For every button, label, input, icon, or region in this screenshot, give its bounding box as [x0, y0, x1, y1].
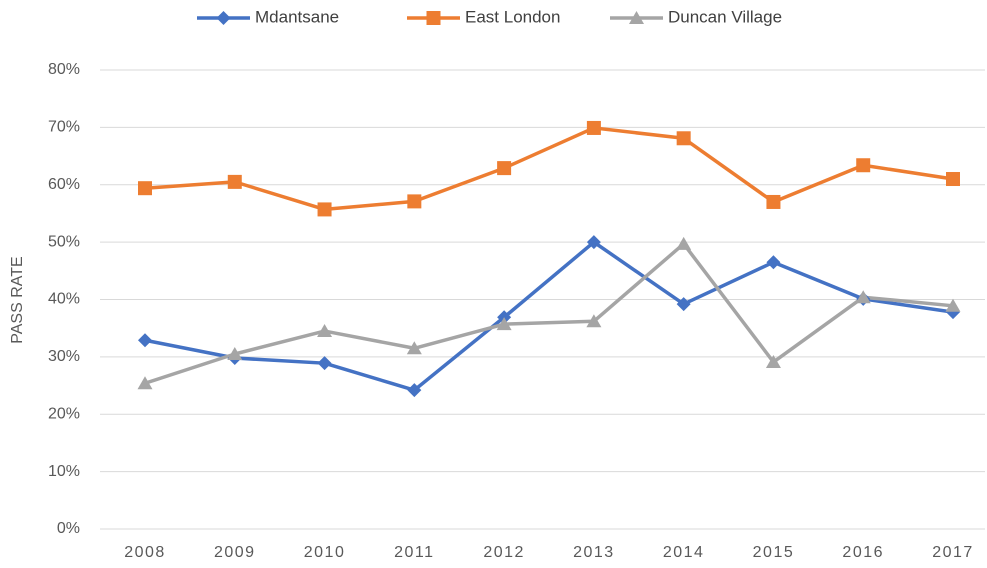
data-point	[138, 333, 152, 348]
x-tick-label: 2011	[394, 544, 434, 561]
y-tick-label: 40%	[48, 291, 80, 308]
data-point	[406, 341, 422, 355]
y-tick-label: 70%	[48, 119, 80, 136]
x-tick-label: 2013	[573, 544, 615, 561]
data-point	[586, 314, 602, 328]
legend-marker	[629, 11, 644, 24]
y-tick-label: 60%	[48, 176, 80, 193]
x-tick-label: 2012	[483, 544, 525, 561]
data-point	[676, 131, 691, 146]
legend-label: Duncan Village	[668, 7, 782, 26]
x-tick-label: 2015	[753, 544, 795, 561]
data-point	[138, 181, 152, 196]
data-point	[586, 235, 601, 250]
data-point	[137, 376, 153, 390]
data-point	[407, 194, 422, 209]
series-line	[144, 240, 954, 392]
data-point	[765, 355, 781, 369]
x-tick-label: 2008	[124, 544, 166, 561]
y-axis-label: PASS RATE	[9, 256, 26, 343]
data-point	[856, 158, 871, 173]
y-tick-label: 80%	[48, 61, 80, 78]
data-point	[766, 255, 781, 270]
legend-label: East London	[465, 7, 560, 26]
data-point	[676, 236, 692, 250]
x-tick-label: 2009	[214, 544, 256, 561]
x-tick-label: 2010	[304, 544, 346, 561]
data-point	[407, 383, 422, 398]
data-point	[945, 298, 961, 312]
data-point	[227, 174, 242, 189]
series-line	[144, 126, 954, 212]
data-point	[317, 356, 332, 371]
data-point	[586, 120, 601, 135]
x-tick-label: 2016	[842, 544, 884, 561]
data-point	[317, 202, 332, 217]
data-point	[317, 324, 333, 338]
data-point	[496, 317, 512, 331]
y-tick-label: 10%	[48, 463, 80, 480]
y-tick-label: 50%	[48, 233, 80, 250]
data-point	[766, 194, 781, 209]
x-tick-label: 2017	[932, 544, 974, 561]
y-tick-label: 20%	[48, 405, 80, 422]
data-point	[946, 172, 960, 187]
legend-label: Mdantsane	[255, 7, 339, 26]
series-line	[144, 242, 954, 385]
data-point	[227, 347, 243, 361]
legend-marker	[426, 11, 441, 25]
y-tick-label: 30%	[48, 348, 80, 365]
y-tick-label: 0%	[57, 520, 80, 537]
data-point	[676, 297, 691, 312]
data-point	[855, 290, 871, 304]
x-tick-label: 2014	[663, 544, 705, 561]
legend-marker	[216, 11, 231, 25]
data-point	[497, 161, 512, 176]
